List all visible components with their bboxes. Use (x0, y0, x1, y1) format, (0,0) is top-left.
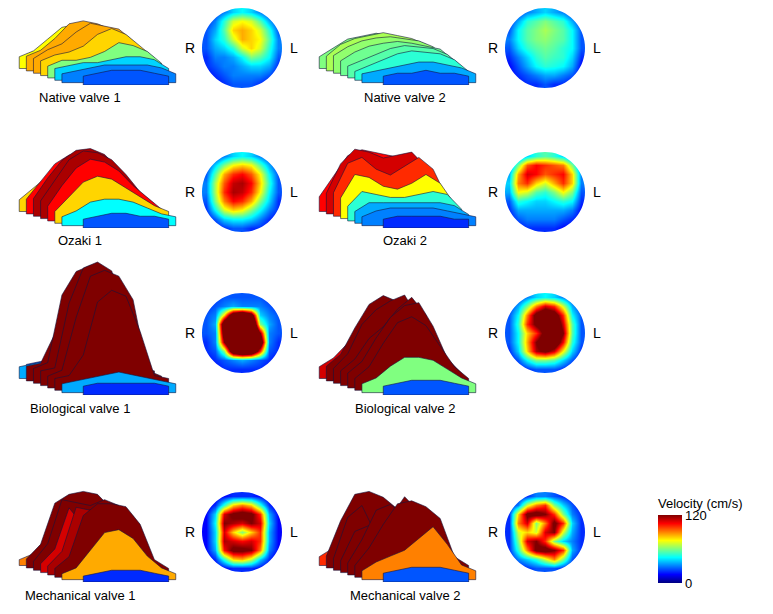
svg-text:R: R (488, 184, 498, 200)
svg-text:0: 0 (685, 576, 692, 591)
svg-text:R: R (185, 184, 195, 200)
svg-text:L: L (593, 40, 601, 56)
svg-text:Biological valve 1: Biological valve 1 (30, 401, 130, 416)
svg-text:L: L (593, 184, 601, 200)
svg-text:Native valve 1: Native valve 1 (39, 90, 121, 105)
svg-text:Ozaki 1: Ozaki 1 (58, 233, 102, 248)
svg-text:L: L (593, 325, 601, 341)
svg-text:120: 120 (685, 508, 707, 523)
svg-text:L: L (290, 184, 298, 200)
svg-text:R: R (488, 325, 498, 341)
svg-text:L: L (290, 524, 298, 540)
svg-text:L: L (290, 40, 298, 56)
svg-text:Ozaki 2: Ozaki 2 (383, 233, 427, 248)
svg-text:R: R (185, 325, 195, 341)
svg-text:Mechanical valve 1: Mechanical valve 1 (25, 588, 136, 603)
svg-text:Mechanical valve 2: Mechanical valve 2 (350, 588, 461, 603)
svg-text:R: R (185, 40, 195, 56)
svg-text:Native valve 2: Native valve 2 (364, 90, 446, 105)
svg-text:Biological valve 2: Biological valve 2 (355, 401, 455, 416)
svg-text:R: R (488, 524, 498, 540)
svg-text:R: R (488, 40, 498, 56)
svg-text:Velocity (cm/s): Velocity (cm/s) (658, 496, 743, 511)
svg-text:R: R (185, 524, 195, 540)
svg-text:L: L (290, 325, 298, 341)
svg-text:L: L (593, 524, 601, 540)
